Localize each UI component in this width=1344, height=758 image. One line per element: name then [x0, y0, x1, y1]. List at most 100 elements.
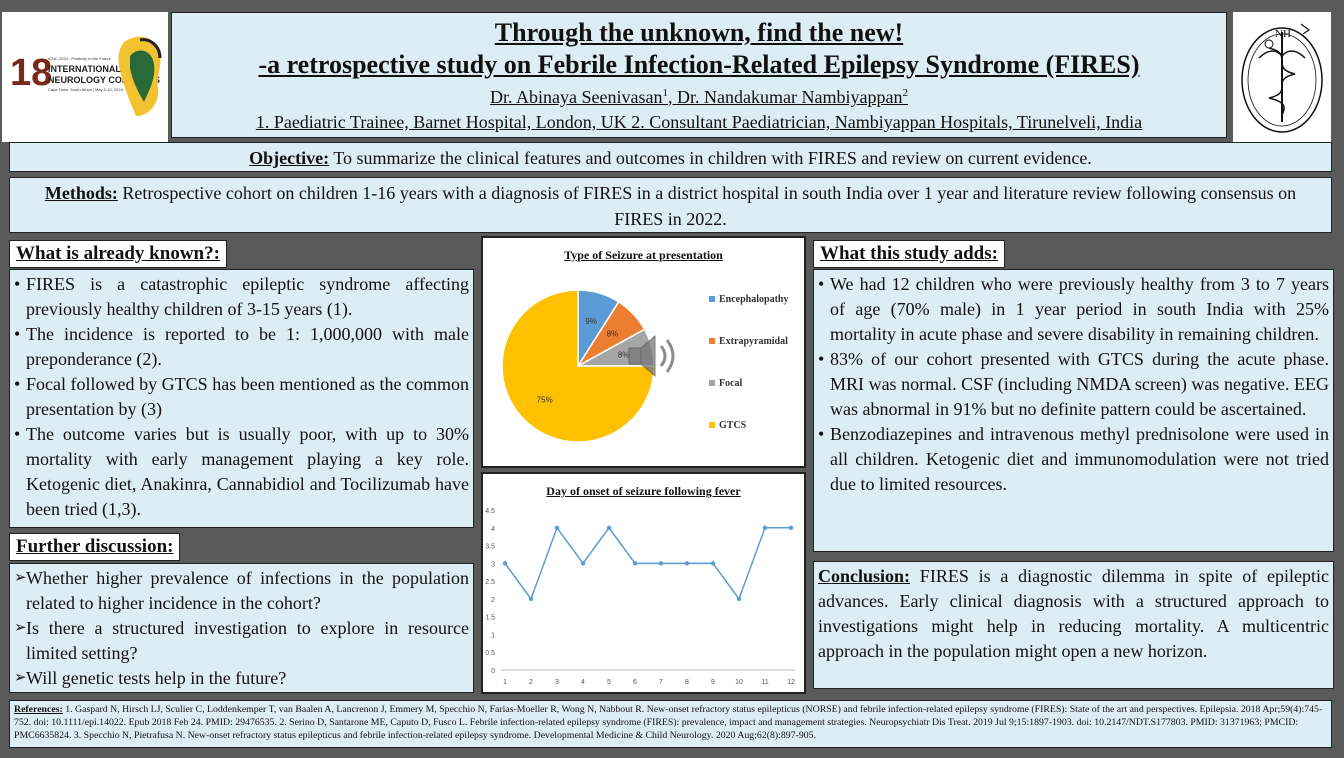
- x-tick-label: 12: [787, 679, 795, 686]
- y-tick-label: 3: [491, 561, 495, 568]
- y-tick-label: 4.5: [485, 508, 495, 515]
- congress-logo: 18 ICNC 2024 · Positivity to the Future …: [2, 12, 168, 142]
- series-line: [504, 526, 791, 601]
- author-1: Dr. Abinaya Seenivasan: [490, 87, 663, 107]
- y-tick-label: 2: [491, 597, 495, 604]
- pie-slice-gtcs: [501, 289, 655, 443]
- data-point: [658, 561, 664, 566]
- methods-box: Methods: Retrospective cohort on childre…: [9, 177, 1332, 233]
- poster-subtitle: -a retrospective study on Febrile Infect…: [258, 50, 1140, 79]
- conclusion-label: Conclusion:: [818, 566, 911, 586]
- y-tick-label: 0.5: [485, 650, 495, 657]
- references-label: References:: [14, 704, 63, 715]
- hospital-logo: NH: [1233, 12, 1331, 142]
- list-item: The incidence is reported to be 1: 1,000…: [14, 322, 469, 372]
- further-box: Whether higher prevalence of infections …: [9, 563, 474, 693]
- pie-data-label: 8%: [607, 330, 619, 339]
- y-tick-label: 1: [491, 632, 495, 639]
- references-text: 1. Gaspard N, Hirsch LJ, Sculier C, Lodd…: [14, 704, 1323, 741]
- data-point: [762, 525, 768, 530]
- adds-list: We had 12 children who were previously h…: [818, 272, 1329, 497]
- objective-label: Objective:: [249, 148, 330, 168]
- list-item: Focal followed by GTCS has been mentione…: [14, 372, 469, 422]
- list-item: The outcome varies but is usually poor, …: [14, 422, 469, 522]
- x-tick-label: 11: [761, 679, 768, 686]
- data-point: [528, 596, 534, 602]
- x-tick-label: 7: [659, 679, 663, 686]
- x-tick-label: 10: [735, 679, 743, 686]
- x-tick-label: 5: [607, 679, 611, 686]
- list-item: We had 12 children who were previously h…: [818, 272, 1329, 347]
- caduceus-icon: [1241, 23, 1323, 133]
- known-list: FIRES is a catastrophic epileptic syndro…: [14, 272, 469, 522]
- logo-tagline: ICNC 2024 · Positivity to the Future: [48, 56, 111, 61]
- pie-data-label: 8%: [618, 350, 630, 359]
- data-point: [736, 596, 742, 602]
- legend-swatch: [709, 422, 715, 428]
- known-box: FIRES is a catastrophic epileptic syndro…: [9, 269, 474, 528]
- x-tick-label: 2: [529, 679, 533, 686]
- x-tick-label: 4: [581, 679, 585, 686]
- x-tick-label: 6: [633, 679, 637, 686]
- y-tick-label: 3.5: [485, 544, 495, 551]
- y-tick-label: 0: [491, 668, 495, 675]
- list-item: Benzodiazepines and intravenous methyl p…: [818, 422, 1329, 497]
- line-chart-box: Day of onset of seizure following fever …: [481, 472, 806, 694]
- methods-text: Retrospective cohort on children 1-16 ye…: [117, 183, 1297, 229]
- author-1-sup: 1: [662, 87, 669, 99]
- line-chart-title: Day of onset of seizure following fever: [546, 484, 741, 498]
- affiliations: 1. Paediatric Trainee, Barnet Hospital, …: [255, 112, 1143, 132]
- x-tick-label: 3: [555, 679, 559, 686]
- data-point: [710, 561, 716, 566]
- x-tick-label: 1: [503, 679, 507, 686]
- authors: Dr. Abinaya Seenivasan1, Dr. Nandakumar …: [172, 82, 1226, 109]
- pie-chart-box: Type of Seizure at presentation 9% 8% 8% 75…: [481, 236, 806, 468]
- references-box: References: 1. Gaspard N, Hirsch LJ, Scu…: [9, 700, 1332, 748]
- list-item: 83% of our cohort presented with GTCS du…: [818, 347, 1329, 422]
- list-item: Whether higher prevalence of infections …: [14, 566, 469, 616]
- speaker-icon[interactable]: [623, 326, 683, 386]
- data-point: [502, 561, 508, 566]
- x-tick-label: 9: [711, 679, 715, 686]
- data-point: [606, 525, 612, 530]
- legend-label: Focal: [719, 378, 743, 389]
- legend-label: GTCS: [719, 420, 747, 431]
- logo-line3: NEUROLOGY CONGRESS: [48, 75, 160, 85]
- data-point: [580, 561, 586, 566]
- legend-swatch: [709, 296, 715, 302]
- pie-chart: 9% 8% 8% 75% Encephalopathy Extrapyramidal Foc…: [501, 289, 788, 443]
- hospital-initials: NH: [1275, 28, 1291, 40]
- y-tick-label: 2.5: [485, 579, 495, 586]
- conclusion-text: FIRES is a diagnostic dilemma in spite o…: [818, 566, 1329, 661]
- title-box: Through the unknown, find the new! -a re…: [171, 12, 1227, 138]
- list-item: FIRES is a catastrophic epileptic syndro…: [14, 272, 469, 322]
- conclusion-box: Conclusion: FIRES is a diagnostic dilemm…: [813, 561, 1334, 689]
- pie-data-label: 75%: [537, 395, 553, 404]
- data-point: [788, 525, 794, 530]
- legend-label: Encephalopathy: [719, 294, 788, 305]
- adds-heading: What this study adds:: [813, 240, 1005, 268]
- pie-chart-title: Type of Seizure at presentation: [564, 248, 723, 262]
- legend-swatch: [709, 380, 715, 386]
- legend-swatch: [709, 338, 715, 344]
- logo-number: 18: [10, 52, 53, 94]
- y-tick-label: 4: [491, 526, 495, 533]
- adds-box: We had 12 children who were previously h…: [813, 269, 1334, 552]
- methods-label: Methods:: [44, 183, 118, 203]
- poster-title: Through the unknown, find the new!: [494, 18, 904, 47]
- author-2-sup: 2: [902, 87, 908, 99]
- known-heading: What is already known?:: [9, 240, 227, 268]
- data-point: [554, 525, 560, 530]
- line-chart: 00.511.522.533.544.51 2 3 4 5 6 7 8 9 10 11 12: [485, 508, 795, 686]
- data-point: [684, 561, 690, 566]
- list-item: Will genetic tests help in the future?: [14, 666, 469, 691]
- objective-box: Objective: To summarize the clinical fea…: [9, 142, 1332, 172]
- africa-face-icon: [118, 36, 162, 117]
- author-2: , Dr. Nandakumar Nambiyappan: [668, 87, 903, 107]
- list-item: Is there a structured investigation to e…: [14, 616, 469, 666]
- data-point: [632, 561, 638, 566]
- further-heading: Further discussion:: [9, 533, 181, 561]
- logo-line4: Cape Town, South Africa | May 6-10, 2024: [48, 87, 123, 92]
- objective-text: To summarize the clinical features and o…: [329, 148, 1092, 168]
- pie-data-label: 9%: [585, 317, 597, 326]
